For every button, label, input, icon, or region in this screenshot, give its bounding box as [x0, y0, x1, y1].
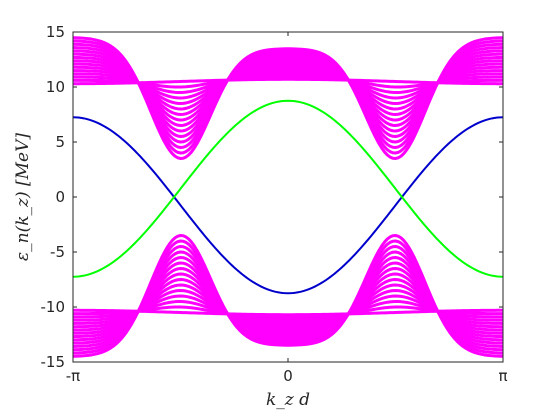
- bands-group: [73, 36, 503, 358]
- upper-bulk-band-15: [73, 77, 503, 86]
- ticks-group: -π 0 π -15 -10 -5 0 5 10 15: [41, 23, 508, 385]
- x-tick-label: π: [498, 367, 507, 385]
- y-tick-label: -5: [50, 243, 65, 261]
- y-tick-label: 5: [55, 133, 65, 151]
- y-tick-label: 0: [55, 188, 65, 206]
- x-axis-label: k_z d: [266, 390, 310, 410]
- x-tick-label: 0: [283, 367, 293, 385]
- lower-bulk-band-15: [73, 308, 503, 317]
- edge-band-line-2: [73, 99, 503, 278]
- y-axis-label: ε_n(k_z) [MeV]: [13, 133, 33, 261]
- edge-band-line-1: [73, 116, 503, 295]
- y-tick-label: 15: [46, 23, 65, 41]
- y-tick-label: -15: [41, 353, 66, 371]
- x-tick-label: -π: [66, 367, 80, 385]
- y-tick-label: -10: [41, 298, 66, 316]
- y-tick-label: 10: [46, 78, 65, 96]
